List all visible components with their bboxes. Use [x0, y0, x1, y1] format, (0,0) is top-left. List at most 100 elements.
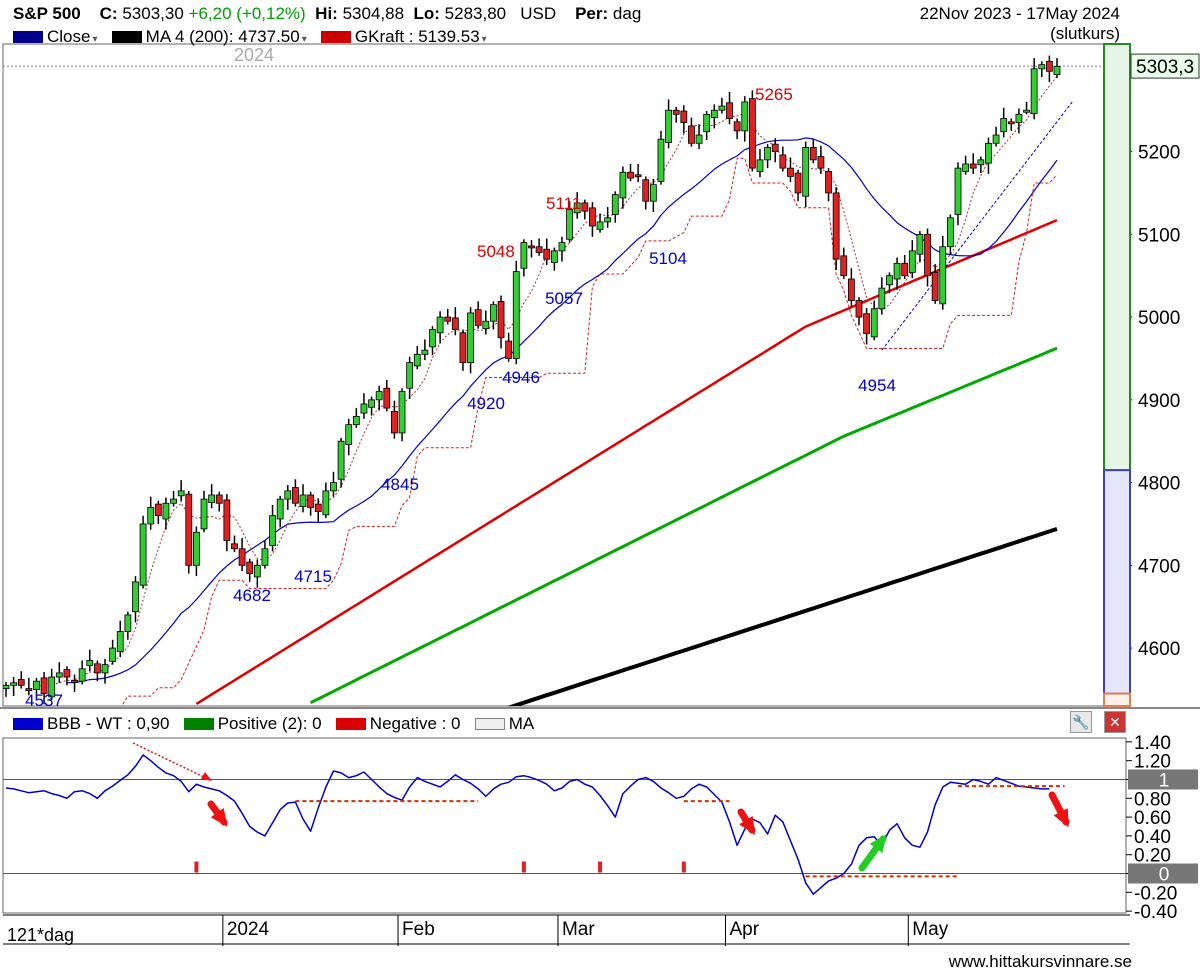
y-tick-label: 5000: [1138, 308, 1180, 329]
candle-body: [101, 664, 109, 674]
candle-body: [855, 300, 863, 318]
candle-body: [86, 660, 94, 666]
candle-body: [383, 387, 391, 409]
legend-negative[interactable]: Negative : 0: [335, 714, 461, 733]
trough-annotation: 5104: [649, 249, 687, 268]
wrench-icon[interactable]: 🔧: [1070, 711, 1092, 733]
negative-signal-bar: [681, 861, 686, 873]
indicator-y-label: 0.80: [1134, 789, 1171, 810]
indicator-y-label: 0.20: [1134, 846, 1171, 867]
negative-signal-bar: [521, 861, 526, 873]
legend-negative-label: Negative : 0: [369, 714, 461, 733]
candle-body: [718, 105, 726, 111]
header-info: S&P 500 C: 5303,30 +6,20 (+0,12%) Hi: 53…: [13, 4, 641, 24]
side-bar-lower: [1103, 469, 1131, 695]
trough-annotation: 4920: [467, 394, 505, 413]
candle-body: [634, 174, 642, 178]
change-value: +6,20 (+0,12%): [188, 4, 306, 23]
candle-body: [939, 246, 947, 305]
timeframe-label: 121*dag: [7, 925, 75, 945]
y-tick-label: 4800: [1138, 474, 1180, 495]
candle-body: [413, 353, 421, 367]
legend-close[interactable]: Close ▾: [13, 27, 98, 46]
currency: USD: [520, 4, 557, 23]
candle-body: [1038, 64, 1046, 70]
candle-body: [421, 349, 429, 355]
chevron-down-icon[interactable]: ▾: [301, 34, 307, 45]
last-price-label: 5303,3: [1136, 57, 1194, 78]
candle-body: [55, 672, 63, 678]
candle-body: [269, 515, 276, 546]
candle-body: [505, 340, 513, 359]
candle-body: [741, 101, 749, 132]
sell-arrow-icon-head: [739, 816, 756, 836]
candle-body: [710, 109, 718, 119]
candle-body: [78, 668, 86, 682]
candle-body: [467, 312, 474, 363]
candle-body: [764, 147, 771, 161]
y-tick-label: 5100: [1138, 225, 1180, 246]
website-label: www.hittakursvinnare.se: [948, 952, 1132, 971]
trough-annotation: 4954: [858, 376, 896, 395]
trough-annotation: 5057: [545, 289, 583, 308]
candle-body: [162, 502, 170, 520]
peak-annotation: 5265: [755, 85, 793, 104]
candle-body: [17, 679, 25, 686]
legend-bbb[interactable]: BBB - WT : 0,90: [13, 714, 170, 733]
legend-ma-indicator-label: MA: [508, 714, 535, 733]
candle-body: [893, 262, 901, 280]
legend-main: Close ▾ MA 4 (200): 4737.50 ▾ GKraft : 513…: [13, 27, 487, 47]
negative-signal-bar: [194, 861, 199, 873]
candle-body: [726, 102, 733, 119]
candle-body: [924, 233, 931, 277]
close-label: C:: [99, 4, 118, 23]
ma-blue-line: [66, 137, 1058, 684]
period-label: Per:: [575, 4, 609, 23]
peak-annotation: 5048: [477, 242, 515, 261]
candle-body: [406, 362, 414, 389]
legend-ma-indicator[interactable]: MA: [474, 714, 535, 733]
candle-body: [779, 154, 787, 169]
candle-body: [611, 194, 619, 215]
chevron-down-icon[interactable]: ▾: [481, 34, 487, 45]
candle-body: [908, 250, 916, 273]
candle-body: [25, 688, 33, 692]
legend-ma-indicator-swatch: [474, 718, 505, 730]
candle-body: [1030, 68, 1038, 114]
candle-body: [497, 300, 505, 339]
indicator-y-label: 1.20: [1134, 752, 1171, 773]
indicator-reference-label: 1: [1159, 770, 1170, 791]
candle-body: [558, 242, 566, 252]
candle-body: [794, 172, 802, 194]
legend-gkraft[interactable]: GKraft : 5139.53 ▾: [320, 27, 487, 46]
candle-body: [1053, 65, 1061, 76]
candle-body: [147, 506, 155, 525]
indicator-y-label: 1.40: [1134, 733, 1171, 754]
legend-close-label: Close: [47, 27, 91, 46]
price-type: (slutkurs): [1050, 24, 1120, 43]
candle-body: [177, 490, 185, 497]
indicator-plot-frame: [2, 737, 1127, 914]
chevron-down-icon[interactable]: ▾: [92, 34, 98, 45]
ma-red-line: [195, 218, 1058, 705]
candle-body: [985, 142, 992, 164]
hi-label: Hi:: [315, 4, 338, 23]
trough-annotation: 4946: [502, 368, 540, 387]
candle-body: [1007, 121, 1015, 125]
legend-gkraft-label: GKraft : 5139.53: [354, 27, 480, 46]
candle-body: [451, 317, 459, 330]
candle-body: [619, 171, 627, 199]
candle-body: [10, 682, 18, 686]
close-icon[interactable]: ✕: [1104, 711, 1126, 733]
legend-positive[interactable]: Positive (2): 0: [183, 714, 322, 733]
candle-body: [870, 308, 878, 338]
legend-ma[interactable]: MA 4 (200): 4737.50 ▾: [111, 27, 307, 46]
candle-body: [596, 221, 604, 230]
trough-annotation: 4715: [294, 567, 332, 586]
candle-body: [825, 171, 832, 194]
candle-body: [566, 209, 573, 240]
legend-negative-swatch: [335, 718, 366, 730]
candle-body: [192, 531, 200, 566]
candle-body: [398, 391, 406, 434]
y-tick-label: 4700: [1138, 556, 1180, 577]
